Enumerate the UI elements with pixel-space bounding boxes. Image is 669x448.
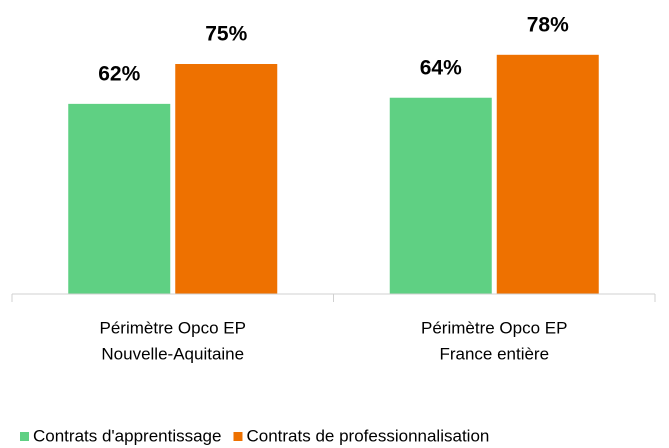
- bar: [68, 103, 171, 294]
- data-label: 75%: [205, 23, 247, 46]
- legend-label: Contrats de professionnalisation: [246, 426, 489, 445]
- x-tick-label: Nouvelle-Aquitaine: [101, 344, 244, 363]
- x-tick-label: Périmètre Opco EP: [421, 318, 567, 337]
- bar: [175, 64, 278, 294]
- legend-swatch: [233, 432, 243, 441]
- bar: [389, 97, 492, 294]
- bar: [496, 54, 599, 294]
- data-label: 62%: [98, 62, 140, 85]
- legend-swatch: [20, 432, 29, 441]
- data-label: 64%: [420, 56, 462, 79]
- x-tick-label: Périmètre Opco EP: [100, 318, 246, 337]
- data-label: 78%: [527, 13, 569, 36]
- x-tick-label: France entière: [439, 344, 549, 363]
- legend-label: Contrats d'apprentissage: [33, 426, 221, 445]
